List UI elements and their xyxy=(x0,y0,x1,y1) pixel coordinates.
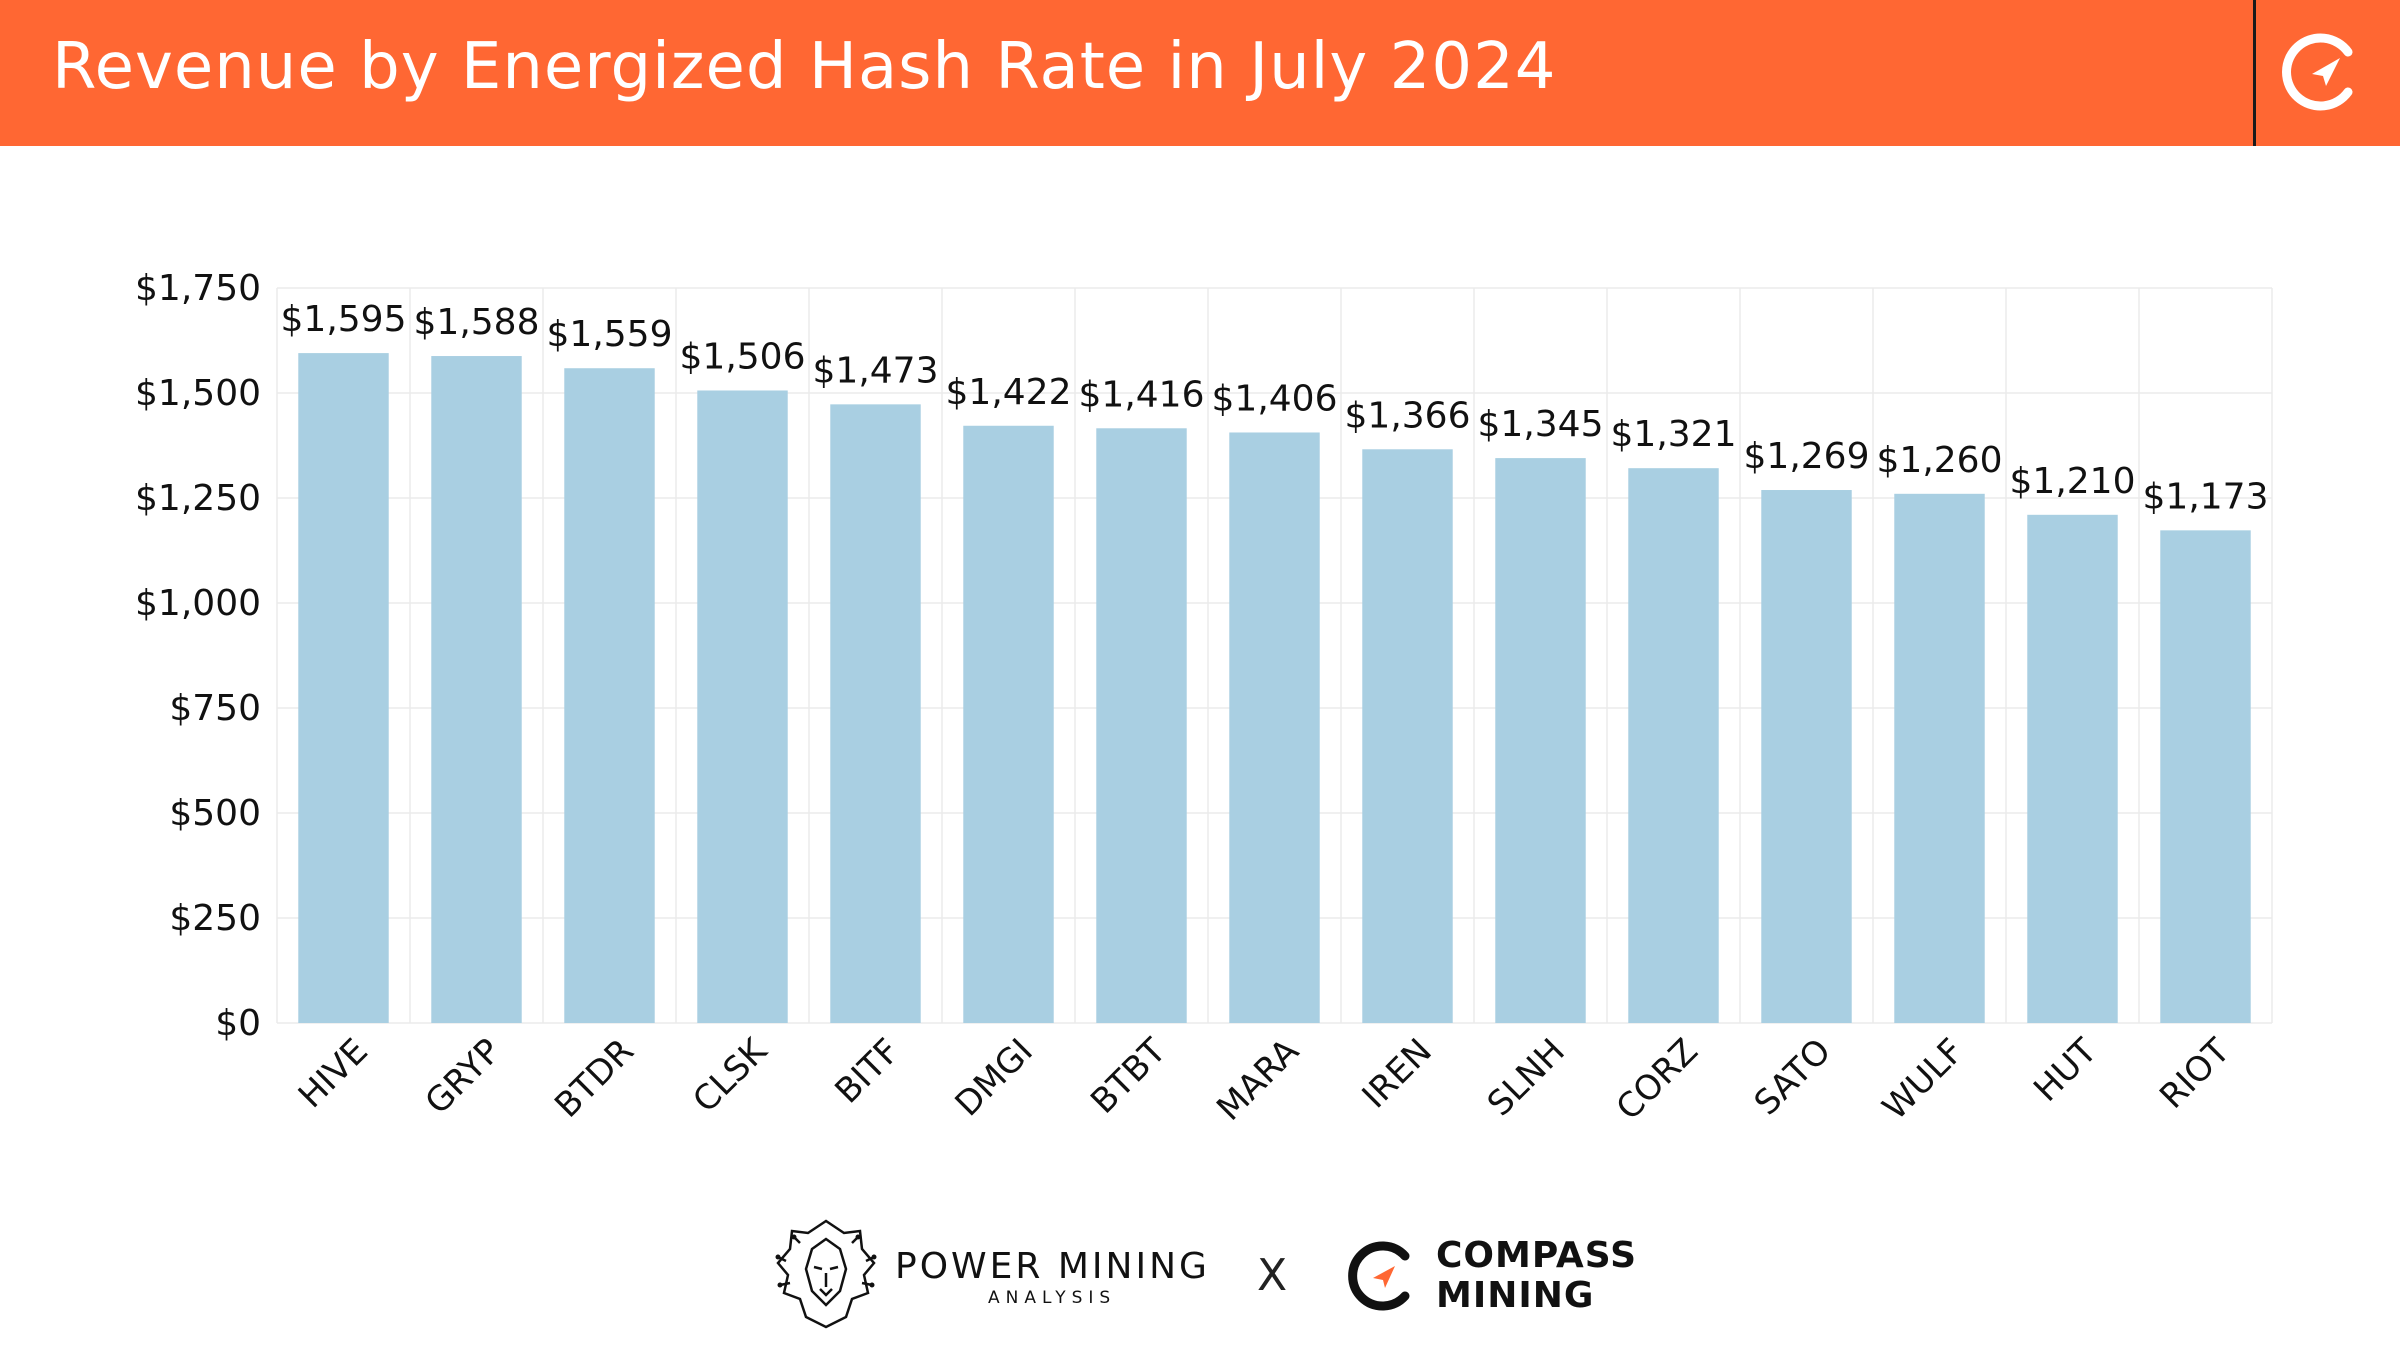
bar-value-label: $1,321 xyxy=(1611,414,1737,455)
bar-value-label: $1,345 xyxy=(1478,404,1604,445)
bar-value-label: $1,422 xyxy=(946,372,1072,413)
bar-value-label: $1,416 xyxy=(1079,374,1205,415)
bar-value-label: $1,269 xyxy=(1744,436,1870,477)
bar-value-label: $1,210 xyxy=(2010,461,2136,502)
x-tick-label: GRYP xyxy=(418,1031,509,1122)
x-tick-label: HIVE xyxy=(291,1031,376,1116)
bar-btdr xyxy=(564,368,655,1024)
bar-value-label: $1,595 xyxy=(281,299,407,340)
bar-value-label: $1,173 xyxy=(2143,476,2269,517)
x-tick-label: SLNH xyxy=(1480,1031,1573,1124)
x-tick-label: CLSK xyxy=(685,1030,776,1121)
bar-value-label: $1,366 xyxy=(1345,395,1471,436)
x-tick-label: BTDR xyxy=(547,1031,642,1126)
y-tick-label: $1,750 xyxy=(135,268,261,309)
bar-corz xyxy=(1628,468,1719,1023)
bar-slnh xyxy=(1495,458,1586,1024)
y-tick-label: $1,250 xyxy=(135,478,261,519)
power-mining-title: POWER MINING xyxy=(895,1246,1210,1287)
power-mining-subtitle: ANALYSIS xyxy=(988,1288,1117,1308)
bar-wulf xyxy=(1894,493,1985,1023)
bar-value-label: $1,260 xyxy=(1877,440,2003,481)
x-tick-label: CORZ xyxy=(1609,1031,1706,1128)
bar-hut xyxy=(2027,514,2118,1023)
bar-bitf xyxy=(830,404,921,1024)
bar-sato xyxy=(1761,490,1852,1023)
bar-dmgi xyxy=(963,425,1054,1023)
page-title: Revenue by Energized Hash Rate in July 2… xyxy=(52,30,1557,104)
compass-mining-line2: MINING xyxy=(1436,1275,1595,1316)
header-divider xyxy=(2253,0,2256,146)
y-tick-label: $1,500 xyxy=(135,373,261,414)
x-tick-label: DMGI xyxy=(948,1031,1041,1124)
header-bar: Revenue by Energized Hash Rate in July 2… xyxy=(0,0,2400,146)
bar-value-label: $1,506 xyxy=(680,336,806,377)
x-tick-label: BITF xyxy=(827,1031,907,1111)
x-tick-label: IREN xyxy=(1355,1031,1440,1116)
y-tick-label: $1,000 xyxy=(135,583,261,624)
bar-clsk xyxy=(697,390,788,1024)
bar-mara xyxy=(1229,432,1320,1024)
y-tick-label: $750 xyxy=(169,688,261,729)
x-tick-label: SATO xyxy=(1747,1031,1839,1123)
lion-logo-icon xyxy=(775,1219,877,1329)
compass-mining-line1: COMPASS xyxy=(1436,1235,1638,1276)
bar-iren xyxy=(1362,449,1453,1023)
compass-logo-icon xyxy=(2282,33,2353,111)
y-tick-label: $0 xyxy=(215,1003,261,1044)
x-tick-label: MARA xyxy=(1209,1031,1307,1129)
bar-value-label: $1,559 xyxy=(547,314,673,355)
x-tick-label: WULF xyxy=(1875,1031,1972,1128)
bar-hive xyxy=(298,353,389,1024)
bar-riot xyxy=(2160,530,2251,1023)
bar-value-label: $1,406 xyxy=(1212,378,1338,419)
bar-value-label: $1,588 xyxy=(414,302,540,343)
bar-gryp xyxy=(431,356,522,1023)
bar-chart: $0 $250 $500 $750 $1,000 $1,250 $1,500 $1,750 $1… xyxy=(135,268,2273,1129)
collab-separator: X xyxy=(1257,1250,1288,1301)
bar-value-label: $1,473 xyxy=(813,350,939,391)
x-tick-label: HUT xyxy=(2026,1031,2105,1110)
x-tick-label: BTBT xyxy=(1083,1031,1174,1122)
y-tick-label: $250 xyxy=(169,898,261,939)
x-tick-label: RIOT xyxy=(2152,1031,2238,1117)
compass-mining-logo-icon xyxy=(1348,1241,1410,1311)
bar-btbt xyxy=(1096,428,1187,1023)
y-tick-label: $500 xyxy=(169,793,261,834)
